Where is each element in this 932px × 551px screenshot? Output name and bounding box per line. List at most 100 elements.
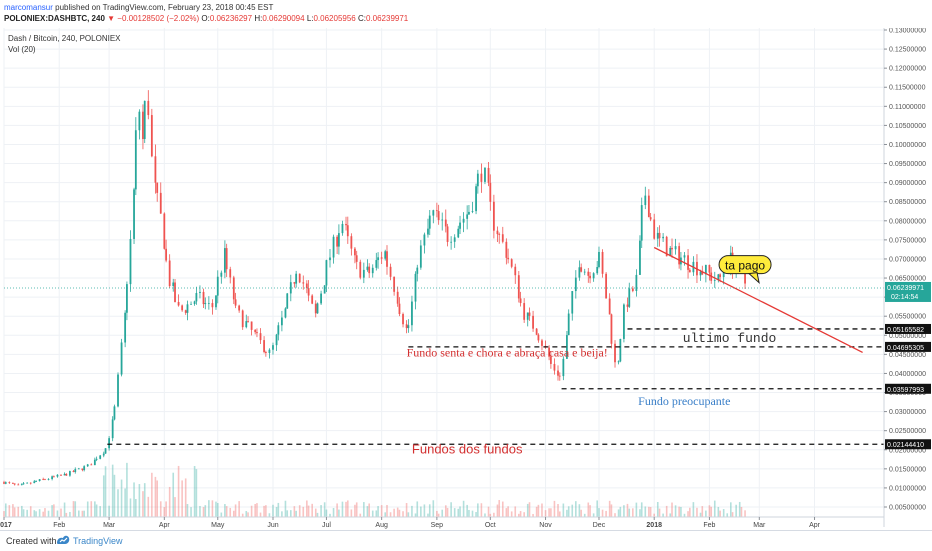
candle-body [704,264,707,275]
volume-bar [528,502,531,517]
volume-bar [432,500,435,517]
volume-bar [156,480,158,517]
candle-body [215,295,217,308]
volume-bar [662,513,664,517]
volume-bar [325,509,328,517]
volume-bar [63,502,66,517]
candle-body [453,237,456,242]
volume-bar [168,486,171,517]
price-tick-label: 0.13000000 [889,28,926,35]
candle-body [526,312,529,320]
candle-body [489,182,492,202]
price-tick-label: 0.11000000 [889,104,926,111]
price-tick-label: 0.08000000 [889,218,926,225]
volume-bar [475,512,477,517]
published-text: published on TradingView.com, February 2… [55,3,274,12]
volume-bar [133,482,135,517]
candle-body [247,321,249,322]
volume-bar [311,503,313,517]
volume-bar [47,510,50,517]
volume-bar [298,505,301,517]
candle-body [65,473,68,476]
volume-bar [202,507,205,517]
volume-bar [544,510,547,517]
volume-bar [592,513,595,517]
candle-body [83,466,86,471]
candle-body [77,468,80,470]
candle-body [275,334,278,346]
candle-body [272,345,274,350]
volume-bar [380,505,383,517]
volume-bar [65,512,68,517]
candle-body [293,282,296,284]
volume-bar [471,510,474,517]
candle-body [669,247,672,257]
volume-bar [284,500,287,517]
candle-body [722,271,725,278]
volume-bar [526,503,529,517]
trendline [653,246,863,354]
volume-bar [234,504,237,517]
volume-bar [453,508,456,517]
callout-bubble [718,255,772,275]
volume-bar [44,508,46,517]
candle-body [345,223,347,226]
time-tick-label: 2017 [0,522,12,529]
candle-body [662,236,665,239]
symbol-label: POLONIEX:DASHBTC, 240 [4,14,105,23]
candle-body [332,236,335,258]
volume-bar [13,507,16,517]
volume-bar [519,511,522,517]
volume-bar [211,500,214,517]
volume-bar [605,510,607,517]
volume-bar [411,505,413,517]
volume-bar [154,476,157,517]
candle-body [492,201,495,231]
candle-body [13,483,16,485]
candle-body [250,321,253,330]
candle-body [688,269,691,273]
price-tick-label: 0.06500000 [889,276,926,283]
candle-body [380,257,383,259]
volume-bar [608,500,611,517]
price-tick-label: 0.03000000 [889,409,926,416]
volume-bar [259,512,262,517]
candle-body [113,406,116,420]
candle-body [626,304,629,307]
volume-bar [441,509,444,517]
volume-bar [589,505,591,517]
author-link[interactable]: marcomansur [4,3,53,12]
candle-body [323,285,326,294]
candle-body [264,352,267,353]
candle-body [674,246,677,250]
time-tick-label: Feb [703,522,715,529]
volume-bar [22,509,25,517]
time-tick-label: May [211,522,225,529]
volume-bar [580,509,582,517]
volume-bar [537,504,540,517]
volume-bar [350,509,353,517]
volume-bar [199,505,201,517]
candle-body [719,274,722,278]
volume-bar [384,512,387,517]
time-tick-label: Dec [593,522,606,529]
candle-body [437,211,440,221]
candle-body [553,363,556,371]
candle-body [623,304,625,339]
candle-body [63,473,66,476]
volume-bar [190,507,192,517]
volume-bar [307,505,310,517]
tradingview-brand[interactable]: TradingView [73,536,123,546]
candle-body [541,340,543,346]
volume-bar [3,511,5,517]
volume-bar [735,504,737,517]
price-chart[interactable]: Fundo senta e chora e abraça casa e beij… [0,28,932,530]
volume-bar [656,501,659,517]
volume-bar [138,484,141,517]
callout-text: ta pago [725,259,765,273]
volume-bar [111,464,114,517]
volume-bar [632,508,634,517]
volume-bar [86,501,89,517]
volume-bar [129,498,132,517]
candle-body [305,283,308,289]
